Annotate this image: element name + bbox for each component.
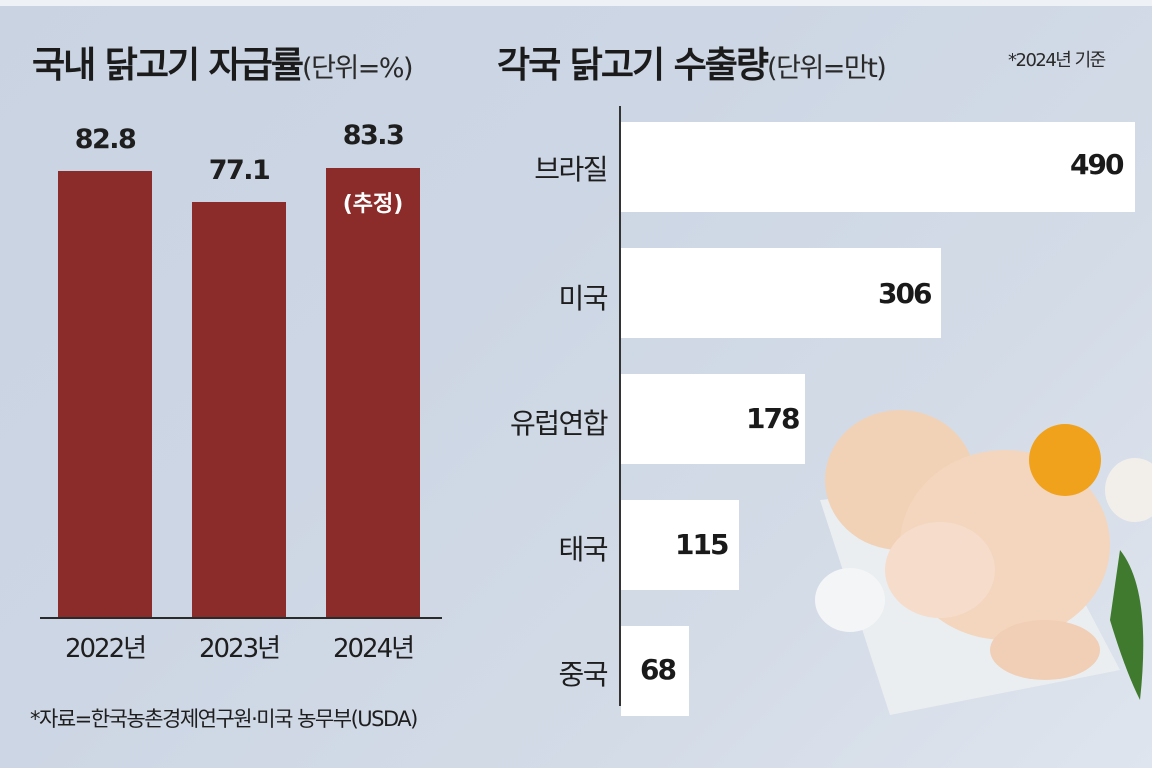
x-axis-line (40, 617, 442, 619)
bar-value-usa: 306 (878, 277, 932, 310)
category-label-usa: 미국 (558, 282, 608, 315)
bar-value-brazil: 490 (1070, 148, 1124, 181)
basis-note: *2024년 기준 (1008, 50, 1106, 71)
bar-value-2023: 77.1 (208, 155, 271, 186)
right-chart-title: 각국 닭고기 수출량(단위=만t) (497, 36, 887, 88)
bar-usa (621, 248, 941, 338)
category-label-thailand: 태국 (558, 533, 608, 566)
bar-value-2022: 82.8 (74, 124, 137, 155)
bar-2023 (192, 202, 286, 617)
top-border (0, 0, 1152, 6)
source-note: *자료=한국농촌경제연구원·미국 농무부(USDA) (30, 707, 418, 731)
bar-2022 (58, 171, 152, 617)
x-label-2022: 2022년 (64, 634, 147, 664)
bar-value-eu: 178 (746, 402, 800, 435)
x-label-2024: 2024년 (332, 634, 415, 664)
bar-eu (621, 374, 805, 464)
bar-value-2024: 83.3 (342, 120, 405, 151)
right-chart-title-text: 각국 닭고기 수출량 (497, 45, 769, 86)
chicken-photo-icon (815, 410, 1152, 715)
bar-brazil (621, 122, 1135, 212)
category-label-china: 중국 (558, 658, 608, 691)
bar-2024 (326, 168, 420, 617)
left-chart-title: 국내 닭고기 자급률(단위=%) (32, 36, 414, 88)
bar-value-china: 68 (640, 653, 677, 686)
estimate-note: (추정) (342, 192, 404, 217)
x-label-2023: 2023년 (198, 634, 281, 664)
left-chart-title-text: 국내 닭고기 자급률 (32, 45, 304, 86)
y-axis-line (619, 106, 621, 706)
right-chart-unit: (단위=만t) (767, 53, 887, 84)
left-chart-unit: (단위=%) (302, 53, 414, 84)
category-label-brazil: 브라질 (534, 153, 608, 186)
category-label-eu: 유럽연합 (509, 407, 609, 440)
bar-china (621, 626, 689, 716)
bar-thailand (621, 500, 739, 590)
bar-value-thailand: 115 (675, 528, 729, 561)
